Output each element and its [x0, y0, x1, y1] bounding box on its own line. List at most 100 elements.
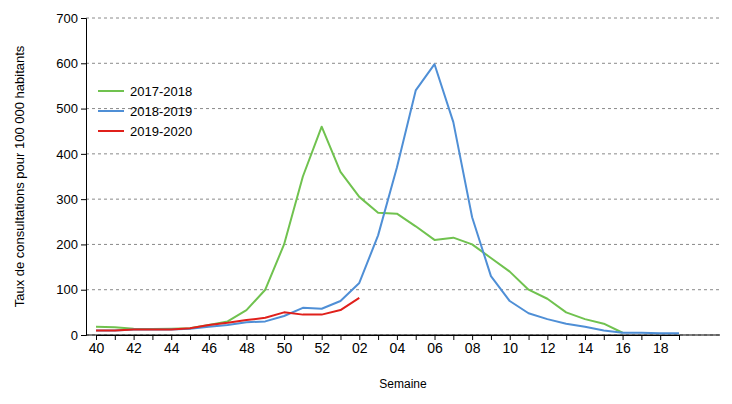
x-tick-mark	[340, 335, 341, 340]
x-tick-mark	[115, 335, 116, 340]
x-tick-label: 42	[126, 340, 142, 356]
y-tick-label: 500	[56, 101, 78, 116]
x-tick-label: 02	[352, 340, 368, 356]
x-tick-mark	[303, 335, 304, 340]
x-tick	[679, 335, 680, 340]
grid-line	[86, 289, 720, 290]
x-tick	[604, 335, 605, 340]
y-tick-mark	[81, 154, 86, 155]
x-tick-mark	[679, 335, 680, 340]
grid-line	[86, 63, 720, 64]
x-tick-mark	[641, 335, 642, 340]
x-tick-label: 10	[502, 340, 518, 356]
x-tick-mark	[152, 335, 153, 340]
x-tick-mark	[529, 335, 530, 340]
legend-label: 2019-2020	[130, 124, 192, 139]
x-tick-label: 06	[427, 340, 443, 356]
x-tick-mark	[453, 335, 454, 340]
y-tick: 600	[56, 56, 86, 71]
x-tick-mark	[566, 335, 567, 340]
y-axis: 0 100 200 300 400 500 600 700	[56, 11, 86, 343]
legend-swatch	[98, 90, 124, 92]
x-tick-label: 12	[540, 340, 556, 356]
y-tick-label: 300	[56, 192, 78, 207]
x-tick	[115, 335, 116, 340]
legend-swatch	[98, 130, 124, 132]
x-tick: 10	[502, 335, 518, 356]
x-tick-mark	[190, 335, 191, 340]
x-tick-label: 08	[465, 340, 481, 356]
legend-label: 2017-2018	[130, 84, 192, 99]
plot-area	[96, 64, 679, 333]
y-tick-mark	[81, 290, 86, 291]
x-tick: 48	[239, 335, 255, 356]
x-tick: 40	[89, 335, 105, 356]
x-tick	[152, 335, 153, 340]
x-tick	[265, 335, 266, 340]
x-tick	[378, 335, 379, 340]
series-line	[96, 298, 359, 331]
y-tick: 500	[56, 101, 86, 116]
y-tick: 700	[56, 11, 86, 26]
x-tick: 04	[390, 335, 406, 356]
x-tick: 52	[314, 335, 330, 356]
series-line	[96, 127, 623, 333]
y-tick-mark	[81, 63, 86, 64]
y-tick-label: 700	[56, 11, 78, 26]
y-tick-mark	[81, 199, 86, 200]
x-tick	[416, 335, 417, 340]
y-tick-label: 0	[71, 328, 78, 343]
x-tick-label: 04	[390, 340, 406, 356]
x-tick-mark	[604, 335, 605, 340]
x-axis-title: Semaine	[379, 377, 427, 391]
y-tick: 200	[56, 237, 86, 252]
x-tick-label: 50	[277, 340, 293, 356]
grid-line	[86, 244, 720, 245]
x-tick-label: 48	[239, 340, 255, 356]
x-tick-label: 14	[578, 340, 594, 356]
series-line	[96, 64, 679, 333]
x-tick	[340, 335, 341, 340]
x-tick: 06	[427, 335, 443, 356]
x-tick	[529, 335, 530, 340]
x-tick-mark	[416, 335, 417, 340]
y-tick-mark	[81, 335, 86, 336]
x-tick-mark	[265, 335, 266, 340]
x-tick: 14	[578, 335, 594, 356]
y-tick: 0	[71, 328, 86, 343]
y-tick-mark	[81, 109, 86, 110]
x-tick-label: 18	[653, 340, 669, 356]
y-tick-label: 200	[56, 237, 78, 252]
x-tick	[453, 335, 454, 340]
x-tick: 44	[164, 335, 180, 356]
grid-line	[86, 153, 720, 154]
legend-swatch	[98, 110, 124, 112]
x-tick-label: 16	[615, 340, 631, 356]
x-tick-mark	[378, 335, 379, 340]
y-axis-line	[81, 19, 87, 336]
y-tick-mark	[81, 244, 86, 245]
x-tick	[566, 335, 567, 340]
x-tick: 50	[277, 335, 293, 356]
y-tick: 300	[56, 192, 86, 207]
y-tick-label: 400	[56, 147, 78, 162]
legend: 2017-20182018-20192019-2020	[98, 84, 192, 139]
x-tick-label: 46	[202, 340, 218, 356]
x-tick: 12	[540, 335, 556, 356]
y-tick: 100	[56, 282, 86, 297]
x-tick	[641, 335, 642, 340]
x-axis: 40 42 44 46 48 50 52 02 04 06 08 10 12 14 16 18	[89, 335, 680, 356]
chart: 0 100 200 300 400 500 600 700 40 42 44 46 48 50 52 02 04…	[0, 0, 732, 404]
x-tick-mark	[228, 335, 229, 340]
x-tick	[303, 335, 304, 340]
y-tick-mark	[81, 18, 86, 19]
x-tick: 46	[202, 335, 218, 356]
x-tick: 08	[465, 335, 481, 356]
x-tick-label: 52	[314, 340, 330, 356]
x-tick: 18	[653, 335, 669, 356]
x-tick	[228, 335, 229, 340]
x-tick: 02	[352, 335, 368, 356]
x-tick-label: 40	[89, 340, 105, 356]
y-tick: 400	[56, 147, 86, 162]
grid	[86, 18, 720, 335]
